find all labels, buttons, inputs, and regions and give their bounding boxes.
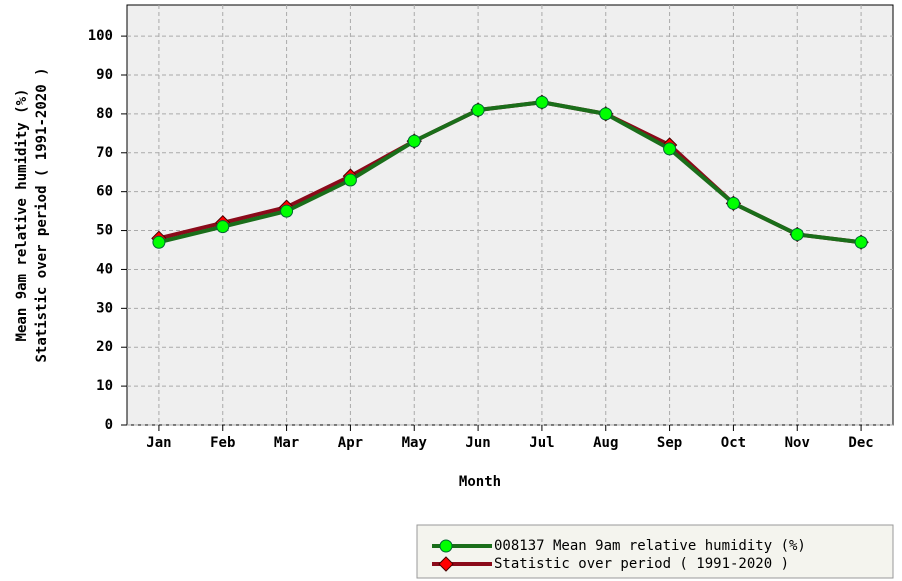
x-tick-label: Jul bbox=[529, 435, 554, 451]
data-point bbox=[471, 103, 485, 117]
data-point bbox=[535, 95, 549, 109]
data-point bbox=[790, 227, 804, 241]
data-point bbox=[663, 142, 677, 156]
y-tick-label: 20 bbox=[96, 339, 113, 355]
y-tick-label: 70 bbox=[96, 145, 113, 161]
legend-marker bbox=[439, 539, 453, 553]
legend bbox=[416, 524, 894, 579]
y-tick-label: 80 bbox=[96, 106, 113, 122]
data-point bbox=[343, 173, 357, 187]
y-tick-label: 0 bbox=[105, 417, 113, 433]
x-tick-label: Aug bbox=[593, 435, 618, 451]
legend-label: Statistic over period ( 1991-2020 ) bbox=[494, 556, 789, 572]
series-line bbox=[158, 100, 862, 245]
y-tick-label: 10 bbox=[96, 378, 113, 394]
y-tick-label: 50 bbox=[96, 223, 113, 239]
x-tick-label: Feb bbox=[210, 435, 235, 451]
y-tick-label: 60 bbox=[96, 184, 113, 200]
x-axis-label: Month bbox=[459, 474, 501, 490]
x-tick-label: Nov bbox=[785, 435, 810, 451]
y-axis-label: Statistic over period ( 1991-2020 ) bbox=[34, 67, 50, 362]
x-tick-label: Mar bbox=[274, 435, 299, 451]
x-tick-label: Sep bbox=[657, 435, 682, 451]
data-point bbox=[726, 196, 740, 210]
plot-area bbox=[126, 4, 894, 426]
data-point bbox=[407, 134, 421, 148]
data-point bbox=[280, 204, 294, 218]
data-point bbox=[216, 220, 230, 234]
data-point bbox=[152, 235, 166, 249]
y-tick-label: 100 bbox=[88, 28, 113, 44]
data-point bbox=[854, 235, 868, 249]
legend-marker bbox=[438, 556, 454, 572]
x-tick-label: May bbox=[402, 435, 428, 451]
y-tick-label: 40 bbox=[96, 261, 113, 277]
legend-label: 008137 Mean 9am relative humidity (%) bbox=[494, 538, 806, 554]
x-tick-label: Oct bbox=[721, 435, 746, 451]
x-tick-label: Jun bbox=[465, 435, 490, 451]
x-tick-label: Dec bbox=[848, 435, 873, 451]
x-tick-label: Jan bbox=[146, 435, 171, 451]
y-axis-label: Mean 9am relative humidity (%) bbox=[14, 89, 30, 342]
x-tick-label: Apr bbox=[338, 435, 363, 451]
y-tick-label: 30 bbox=[96, 300, 113, 316]
data-point bbox=[599, 107, 613, 121]
y-tick-label: 90 bbox=[96, 67, 113, 83]
